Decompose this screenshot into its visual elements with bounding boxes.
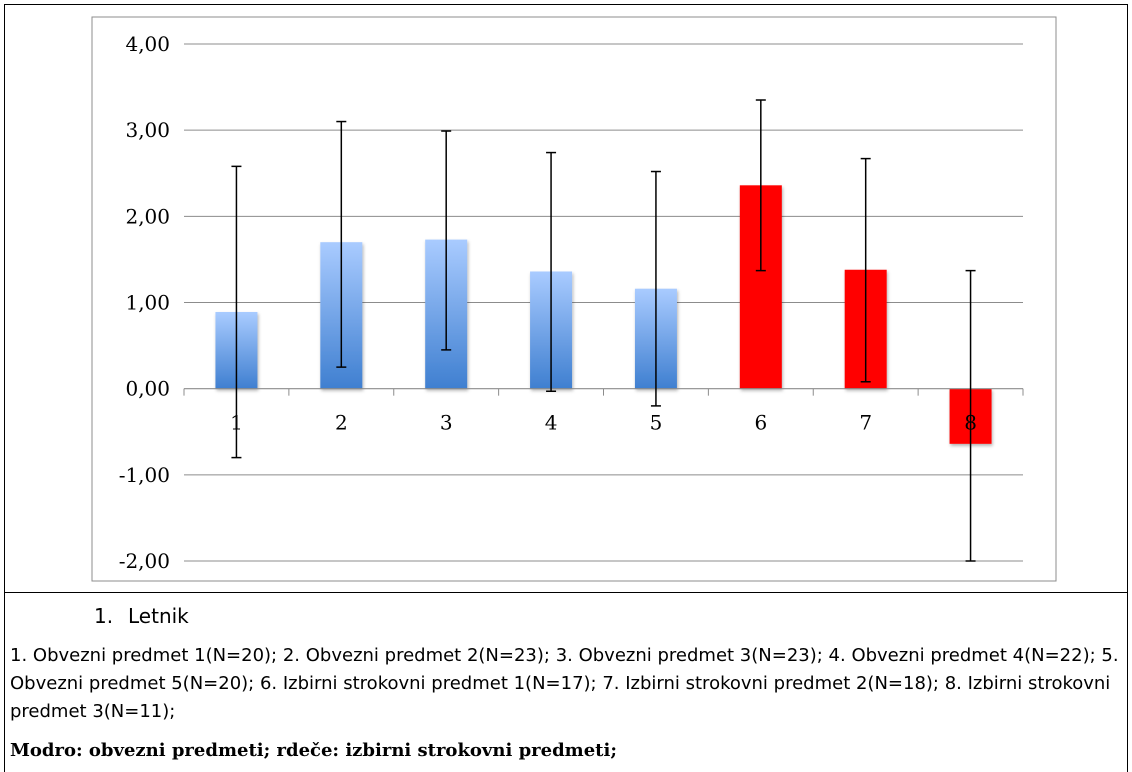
x-category-label: 6	[754, 411, 767, 435]
caption-cell	[4, 592, 1128, 772]
caption-heading-number: 1.	[94, 604, 114, 628]
x-axis	[183, 388, 1024, 396]
y-tick-labels: 4,00 3,00 2,00 1,00 0,00 -1,00 -2,00	[119, 32, 170, 573]
y-tick-label: 3,00	[125, 118, 170, 142]
x-category-labels: 1 2 3 4 5 6 7 8	[230, 411, 977, 435]
x-category-label: 1	[230, 411, 243, 435]
x-category-label: 7	[859, 411, 872, 435]
y-tick-label: -2,00	[119, 549, 170, 573]
chart-cell: 4,00 3,00 2,00 1,00 0,00 -1,00 -2,00 1 2 3 4 5 6 7 8	[4, 4, 1128, 593]
error-bars	[231, 99, 976, 562]
caption-note: Modro: obvezni predmeti; rdeče: izbirni …	[10, 740, 617, 761]
y-tick-label: -1,00	[119, 463, 170, 487]
caption-description: 1. Obvezni predmet 1(N=20); 2. Obvezni p…	[10, 645, 1119, 722]
chart-area-border	[91, 16, 1057, 582]
bar-chart: 4,00 3,00 2,00 1,00 0,00 -1,00 -2,00 1 2 3 4 5 6 7 8	[91, 16, 1057, 582]
caption-heading-text: Letnik	[128, 604, 189, 628]
y-tick-label: 2,00	[125, 204, 170, 228]
x-category-label: 3	[440, 411, 453, 435]
x-category-label: 2	[335, 411, 348, 435]
x-category-label: 4	[545, 411, 558, 435]
y-tick-label: 1,00	[125, 291, 170, 315]
gridlines	[184, 43, 1023, 562]
x-category-label: 8	[964, 411, 977, 435]
x-category-label: 5	[650, 411, 663, 435]
y-tick-label: 4,00	[125, 32, 170, 56]
caption-heading: 1. Letnik	[94, 604, 189, 628]
y-tick-label: 0,00	[125, 377, 170, 401]
